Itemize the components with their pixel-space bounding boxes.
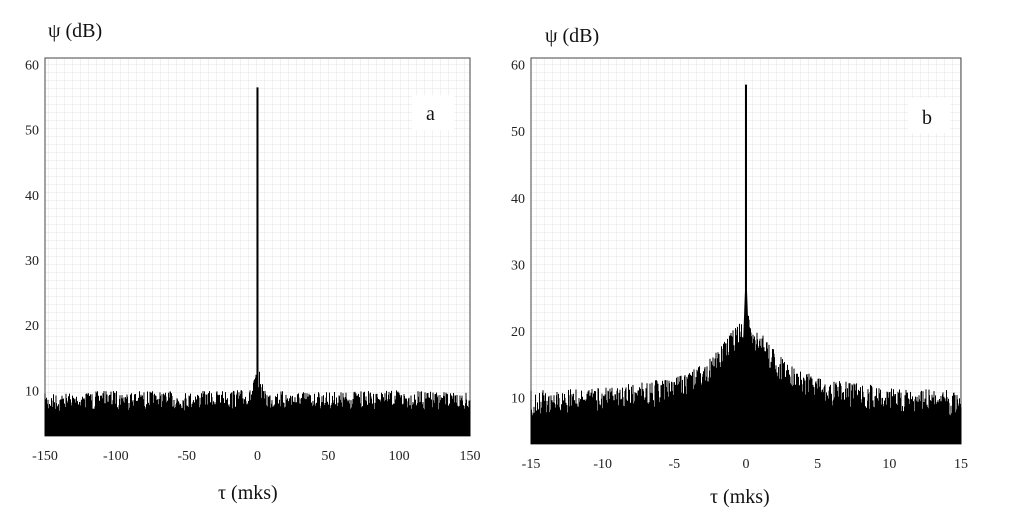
panel-b-ytick-label: 20: [511, 325, 525, 340]
panel-b-ytick-label: 50: [511, 125, 525, 140]
panel-a-xlabel: τ (mks): [218, 482, 278, 504]
panel-b-xtick-label: -10: [593, 457, 612, 472]
panel-a-ticks: -150 -100 -50 0 50 100 150 10 20 30 40 50 60: [25, 59, 481, 464]
panel-b-ytick-label: 10: [511, 391, 525, 406]
panel-a-xtick-label: -50: [177, 449, 196, 464]
panel-b-xtick-label: 15: [954, 457, 968, 472]
panel-b-letter-box: [908, 98, 950, 133]
panel-a-ytick-label: 20: [25, 319, 39, 334]
panel-b-xtick-label: 10: [882, 457, 896, 472]
panel-a-xtick-label: 50: [321, 449, 335, 464]
panel-b-ytick-label: 60: [511, 59, 525, 74]
panel-b-peak-base: [742, 264, 750, 371]
panel-b-ytick-label: 40: [511, 192, 525, 207]
panel-a-ytick-label: 60: [25, 59, 39, 74]
panel-b-ytick-label: 30: [511, 258, 525, 273]
panel-a-ylabel: ψ (dB): [48, 20, 102, 42]
panel-b-xtick-label: -15: [522, 457, 541, 472]
panel-a-xtick-label: -100: [103, 449, 129, 464]
panel-a: ψ (dB) -150 -100 -50 0 50 100 150102030405060 …: [25, 20, 481, 504]
panel-a-xtick-label: 150: [460, 449, 481, 464]
panel-a-ytick-label: 10: [25, 384, 39, 399]
panel-a-xtick-label: -150: [32, 449, 58, 464]
panel-b-letter: b: [922, 107, 932, 129]
panel-a-letter-box: [412, 95, 454, 130]
panel-b-xtick-label: 5: [814, 457, 821, 472]
panel-a-noise-floor: [44, 87, 471, 436]
panel-b-noise-floor: [530, 84, 962, 444]
panel-a-ytick-label: 40: [25, 189, 39, 204]
panel-b: ψ (dB) -15 -10 -5 0 5 10 15 10 20 30 40 50 60 b τ (m…: [511, 25, 968, 508]
panel-b-ticks: -15 -10 -5 0 5 10 15 10 20 30 40 50 60: [511, 59, 968, 472]
panel-a-letter: a: [426, 103, 435, 125]
panel-a-noise-series: [44, 370, 471, 436]
panel-b-ylabel: ψ (dB): [545, 25, 599, 47]
panel-b-xtick-label: -5: [668, 457, 680, 472]
panel-b-xtick-label: 0: [743, 457, 750, 472]
panel-a-ytick-label: 50: [25, 124, 39, 139]
panel-a-xtick-label: 0: [254, 449, 261, 464]
panel-b-xlabel: τ (mks): [710, 486, 770, 508]
panel-a-xtick-label: 100: [389, 449, 410, 464]
panel-b-noise-series: [530, 313, 962, 444]
panel-a-ytick-label: 30: [25, 254, 39, 269]
